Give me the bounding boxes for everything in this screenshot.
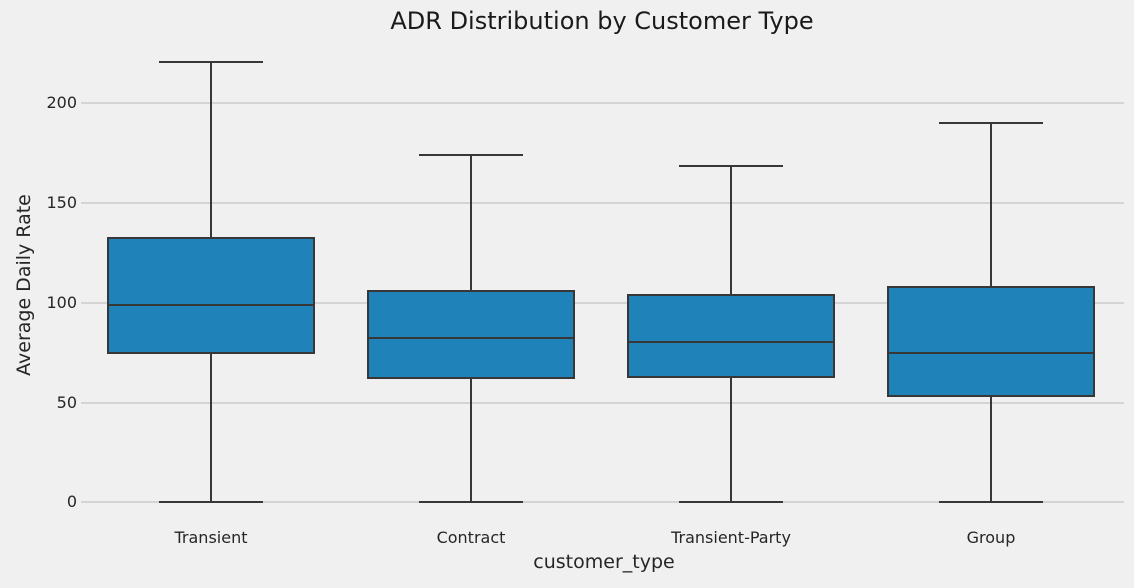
- whisker-cap-top-transient-party: [679, 165, 783, 168]
- median-line-group: [887, 351, 1095, 354]
- box-transient-party: [627, 293, 835, 378]
- median-line-contract: [367, 336, 575, 339]
- x-tick-label-transient: Transient: [174, 528, 248, 547]
- y-tick-label-200: 200: [46, 93, 77, 113]
- median-line-transient: [107, 303, 315, 306]
- x-tick-label-transient-party: Transient-Party: [671, 528, 791, 547]
- box-group: [887, 285, 1095, 397]
- chart-title: ADR Distribution by Customer Type: [390, 7, 814, 35]
- y-tick-label-50: 50: [56, 392, 77, 412]
- gridline-y-100: [81, 301, 1124, 304]
- box-transient: [107, 236, 315, 354]
- whisker-cap-bottom-transient-party: [679, 501, 783, 504]
- whisker-cap-bottom-contract: [419, 501, 523, 504]
- x-axis-label: customer_type: [533, 551, 675, 573]
- box-contract: [367, 289, 575, 379]
- y-tick-label-100: 100: [46, 292, 77, 312]
- gridline-y-200: [81, 102, 1124, 105]
- median-line-transient-party: [627, 340, 835, 343]
- y-tick-label-0: 0: [66, 492, 77, 512]
- whisker-cap-top-contract: [419, 154, 523, 157]
- whisker-cap-top-group: [939, 122, 1043, 125]
- x-tick-label-contract: Contract: [436, 528, 506, 547]
- gridline-y-0: [81, 501, 1124, 504]
- gridline-y-150: [81, 202, 1124, 204]
- x-tick-label-group: Group: [966, 528, 1016, 547]
- whisker-cap-bottom-transient: [159, 501, 263, 504]
- y-tick-label-150: 150: [46, 193, 77, 212]
- gridline-y-50: [81, 401, 1124, 404]
- whisker-cap-bottom-group: [939, 501, 1043, 504]
- whisker-cap-top-transient: [159, 61, 263, 64]
